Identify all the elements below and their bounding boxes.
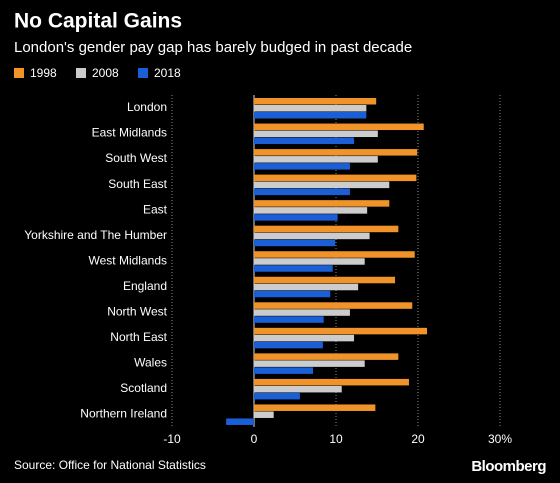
bar xyxy=(254,112,367,119)
bar xyxy=(254,130,378,138)
category-label: East Midlands xyxy=(92,126,167,140)
category-label: North West xyxy=(107,304,167,318)
bar xyxy=(254,360,365,367)
bar xyxy=(254,123,424,131)
bar xyxy=(254,239,336,247)
category-label: Scotland xyxy=(120,381,167,395)
bar xyxy=(254,200,390,207)
brand: Bloomberg xyxy=(471,458,546,475)
bar xyxy=(254,334,355,342)
bar xyxy=(254,105,367,112)
category-label: South West xyxy=(105,151,167,165)
x-tick-label: 0 xyxy=(251,432,258,446)
category-label: Yorkshire and The Humber xyxy=(24,228,167,242)
category-label: Northern Ireland xyxy=(80,407,167,421)
x-tick-label: 20 xyxy=(411,432,425,446)
bar xyxy=(254,225,399,233)
legend-swatch xyxy=(138,68,148,78)
category-label: Wales xyxy=(134,356,167,370)
bar xyxy=(254,188,350,196)
bar xyxy=(254,404,376,411)
bar xyxy=(254,156,378,163)
bar xyxy=(254,353,399,360)
bar xyxy=(254,283,359,291)
chart-subtitle: London's gender pay gap has barely budge… xyxy=(14,39,412,56)
category-label: East xyxy=(143,202,168,216)
bar xyxy=(254,181,390,189)
category-label: South East xyxy=(108,177,167,191)
bar xyxy=(254,385,342,393)
bar xyxy=(254,258,365,265)
bar xyxy=(254,207,368,214)
bar xyxy=(254,302,413,309)
legend-label: 2008 xyxy=(92,66,119,80)
bar xyxy=(254,290,331,298)
bar xyxy=(254,316,324,323)
bar xyxy=(254,163,350,170)
bar xyxy=(254,276,396,284)
bar xyxy=(254,251,415,258)
legend-label: 2018 xyxy=(154,66,181,80)
category-label: London xyxy=(127,100,167,114)
legend-label: 1998 xyxy=(30,66,57,80)
bar xyxy=(254,232,370,240)
bar xyxy=(254,174,417,182)
x-tick-label: 10 xyxy=(329,432,343,446)
bar xyxy=(254,214,338,221)
bar xyxy=(254,149,418,156)
bar xyxy=(254,309,350,316)
x-tick-label: -10 xyxy=(163,432,181,446)
category-label: North East xyxy=(110,330,167,344)
bar xyxy=(254,411,274,418)
bar xyxy=(226,418,254,425)
category-label: West Midlands xyxy=(89,253,167,267)
x-tick-label: 30% xyxy=(488,432,512,446)
bar xyxy=(254,327,428,335)
chart-title: No Capital Gains xyxy=(14,10,182,33)
bar xyxy=(254,392,300,400)
bar xyxy=(254,367,314,374)
source: Source: Office for National Statistics xyxy=(14,458,206,472)
bar xyxy=(254,137,355,145)
category-label: England xyxy=(123,279,167,293)
bar xyxy=(254,378,409,386)
bar xyxy=(254,341,323,349)
bar xyxy=(254,265,333,272)
legend-swatch xyxy=(76,68,86,78)
bar xyxy=(254,98,377,105)
legend-swatch xyxy=(14,68,24,78)
